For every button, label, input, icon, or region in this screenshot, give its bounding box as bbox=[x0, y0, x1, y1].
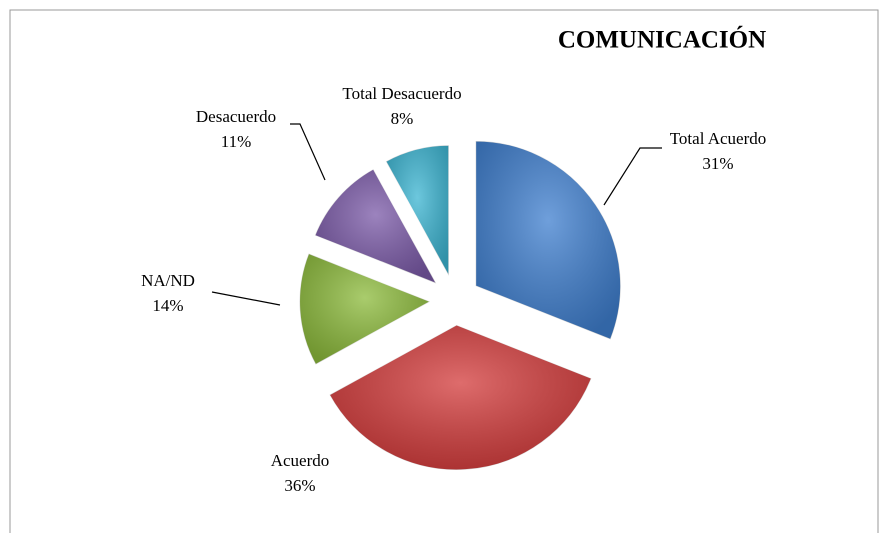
slice-value-label: 31% bbox=[702, 154, 733, 173]
chart-frame bbox=[9, 9, 879, 533]
leader-line bbox=[290, 123, 326, 181]
chart-title: COMUNICACIÓN bbox=[558, 26, 766, 54]
slice-value-label: 14% bbox=[152, 296, 183, 315]
slice-shade bbox=[329, 324, 592, 470]
leader-line bbox=[603, 147, 662, 206]
slice-value-label: 36% bbox=[284, 476, 315, 495]
slice-shade bbox=[475, 140, 621, 340]
leader-line bbox=[211, 291, 281, 306]
slice-value-label: 8% bbox=[391, 109, 414, 128]
slice-label: Desacuerdo bbox=[196, 107, 276, 126]
slice-label: Acuerdo bbox=[271, 451, 330, 470]
slice-label: Total Desacuerdo bbox=[342, 84, 461, 103]
slice-label: Total Acuerdo bbox=[670, 129, 767, 148]
slice-shade bbox=[299, 253, 431, 365]
slice-shade bbox=[314, 169, 437, 284]
slice-shade bbox=[385, 145, 449, 276]
slice-value-label: 11% bbox=[221, 132, 252, 151]
slice-label: NA/ND bbox=[141, 271, 195, 290]
